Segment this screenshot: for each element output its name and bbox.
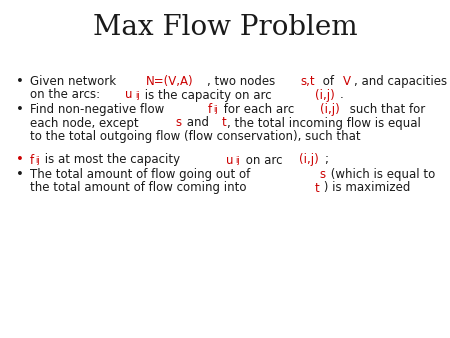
Text: ij: ij xyxy=(35,156,40,165)
Text: •: • xyxy=(16,168,24,181)
Text: ij: ij xyxy=(235,156,240,165)
Text: ij: ij xyxy=(213,105,218,115)
Text: s: s xyxy=(319,168,325,181)
Text: ;: ; xyxy=(324,153,328,167)
Text: s: s xyxy=(175,117,181,129)
Text: ) is maximized: ) is maximized xyxy=(320,182,411,194)
Text: f: f xyxy=(30,153,34,167)
Text: (i,j): (i,j) xyxy=(320,103,340,116)
Text: u: u xyxy=(125,89,133,101)
Text: of: of xyxy=(319,75,338,88)
Text: t: t xyxy=(314,182,319,194)
Text: , two nodes: , two nodes xyxy=(207,75,279,88)
Text: ij: ij xyxy=(135,91,140,100)
Text: Given network: Given network xyxy=(30,75,120,88)
Text: is at most the capacity: is at most the capacity xyxy=(41,153,184,167)
Text: to the total outgoing flow (flow conservation), such that: to the total outgoing flow (flow conserv… xyxy=(30,130,360,143)
Text: for each arc: for each arc xyxy=(220,103,297,116)
Text: is the capacity on arc: is the capacity on arc xyxy=(141,89,275,101)
Text: such that for: such that for xyxy=(346,103,425,116)
Text: on the arcs:: on the arcs: xyxy=(30,89,104,101)
Text: V: V xyxy=(343,75,351,88)
Text: Find non-negative flow: Find non-negative flow xyxy=(30,103,168,116)
Text: •: • xyxy=(16,153,24,167)
Text: each node, except: each node, except xyxy=(30,117,142,129)
Text: (i,j): (i,j) xyxy=(315,89,334,101)
Text: •: • xyxy=(16,103,24,116)
Text: (i,j): (i,j) xyxy=(299,153,319,167)
Text: Max Flow Problem: Max Flow Problem xyxy=(93,14,357,41)
Text: The total amount of flow going out of: The total amount of flow going out of xyxy=(30,168,254,181)
Text: N=(V,A): N=(V,A) xyxy=(146,75,194,88)
Text: u: u xyxy=(226,153,233,167)
Text: (which is equal to: (which is equal to xyxy=(327,168,435,181)
Text: , the total incoming flow is equal: , the total incoming flow is equal xyxy=(227,117,421,129)
Text: s,t: s,t xyxy=(300,75,315,88)
Text: on arc: on arc xyxy=(242,153,286,167)
Text: the total amount of flow coming into: the total amount of flow coming into xyxy=(30,182,250,194)
Text: f: f xyxy=(208,103,212,116)
Text: , and capacities: , and capacities xyxy=(354,75,447,88)
Text: t: t xyxy=(221,117,226,129)
Text: and: and xyxy=(183,117,213,129)
Text: .: . xyxy=(340,89,344,101)
Text: •: • xyxy=(16,75,24,88)
